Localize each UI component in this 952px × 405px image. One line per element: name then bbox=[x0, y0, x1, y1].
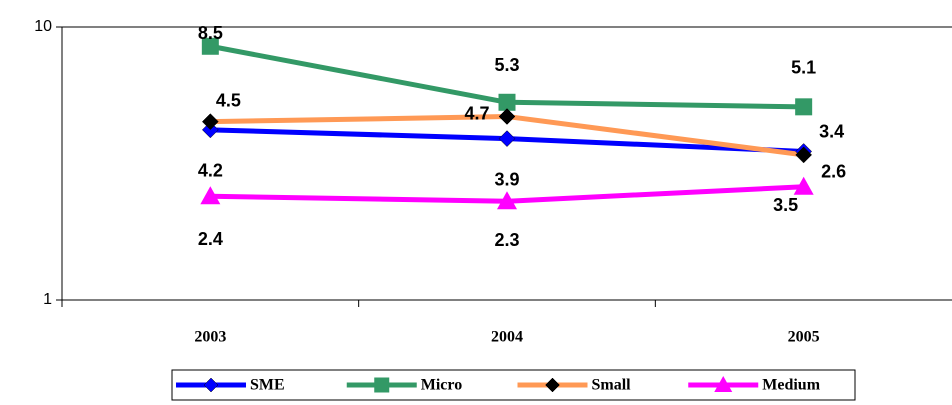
marker bbox=[201, 113, 219, 131]
data-label: 4.2 bbox=[198, 161, 223, 181]
data-label: 3.9 bbox=[494, 169, 519, 189]
y-tick-label: 10 bbox=[34, 18, 52, 35]
marker bbox=[795, 146, 813, 164]
marker bbox=[200, 186, 221, 205]
legend-label: Micro bbox=[421, 377, 462, 394]
data-label: 5.1 bbox=[791, 58, 816, 78]
data-label: 5.3 bbox=[494, 55, 519, 75]
x-tick-label: 2004 bbox=[491, 329, 523, 346]
legend-label: SME bbox=[250, 377, 285, 394]
marker bbox=[795, 98, 813, 116]
data-label: 3.5 bbox=[773, 195, 798, 215]
marker bbox=[545, 377, 560, 393]
data-label: 3.4 bbox=[819, 122, 844, 142]
x-tick-label: 2005 bbox=[788, 329, 820, 346]
marker bbox=[374, 377, 390, 393]
marker bbox=[497, 191, 517, 210]
marker bbox=[498, 108, 516, 125]
data-label: 2.6 bbox=[821, 161, 846, 181]
x-tick-label: 2003 bbox=[194, 329, 226, 346]
marker bbox=[201, 37, 219, 55]
data-label: 2.3 bbox=[494, 230, 519, 250]
legend-label: Medium bbox=[762, 377, 820, 394]
data-label: 4.7 bbox=[464, 103, 489, 123]
marker bbox=[498, 130, 516, 147]
marker bbox=[793, 176, 814, 195]
marker bbox=[203, 377, 219, 393]
y-tick-label: 1 bbox=[43, 291, 52, 308]
marker bbox=[714, 376, 733, 392]
data-label: 2.4 bbox=[198, 229, 223, 249]
data-label: 8.5 bbox=[198, 23, 223, 43]
legend-label: Small bbox=[592, 377, 632, 394]
data-label: 4.5 bbox=[216, 90, 241, 110]
marker bbox=[498, 93, 516, 111]
